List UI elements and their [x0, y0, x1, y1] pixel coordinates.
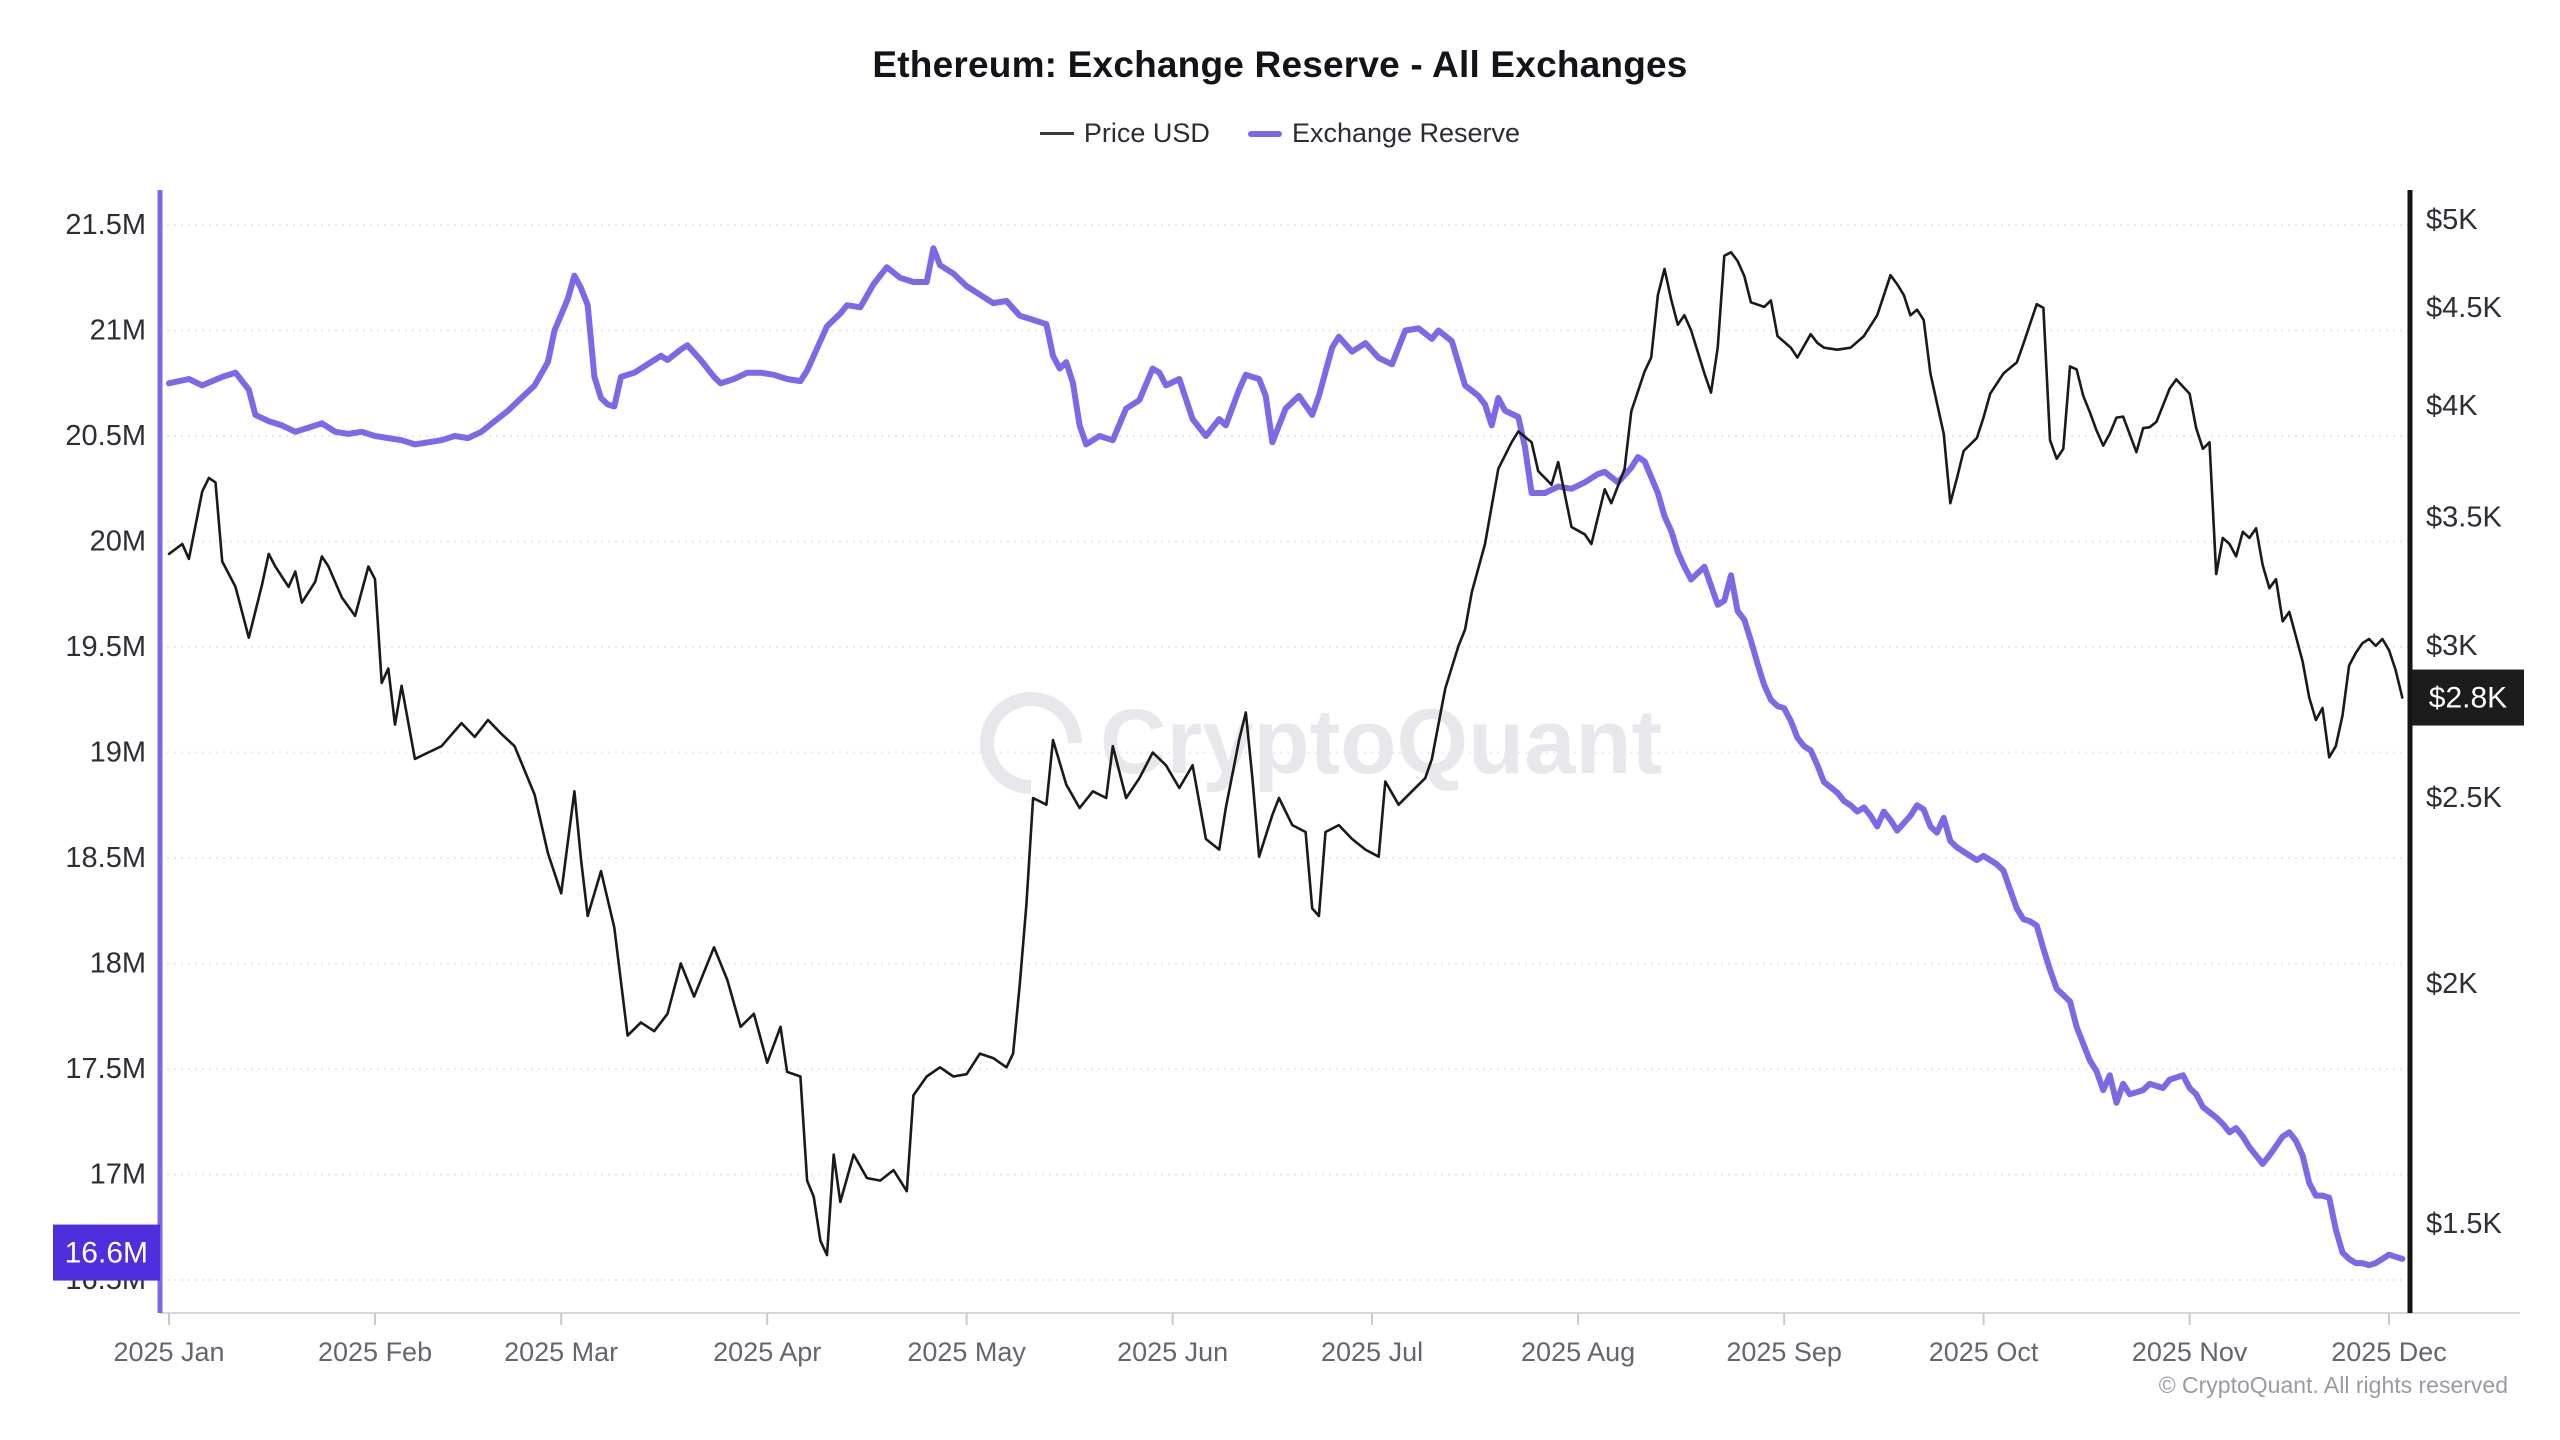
y-left-tick-label: 19M	[90, 737, 146, 769]
y-right-tick-label: $5K	[2426, 204, 2478, 236]
y-left-tick-label: 17M	[90, 1159, 146, 1191]
legend-label-price: Price USD	[1083, 118, 1210, 148]
legend-label-reserve: Exchange Reserve	[1291, 118, 1521, 148]
y-left-tick-label: 18M	[90, 948, 146, 980]
y-right-tick-label: $2.5K	[2426, 782, 2502, 814]
series-line-exchange-reserve[interactable]	[166, 245, 2406, 1269]
reserve-last-value-badge-label: 16.6M	[65, 1237, 148, 1270]
y-left-tick-label: 21.5M	[65, 209, 146, 241]
x-tick-label: 2025 Jun	[1117, 1337, 1228, 1367]
legend-item-reserve[interactable]: Exchange Reserve	[1247, 118, 1521, 149]
legend: Price USD Exchange Reserve	[0, 118, 2560, 149]
series-line-price-usd[interactable]	[167, 251, 2404, 1257]
y-left-tick-label: 20.5M	[65, 420, 146, 452]
y-left-tick-label: 19.5M	[65, 631, 146, 663]
x-tick-label: 2025 Oct	[1929, 1337, 2039, 1367]
y-left-tick-label: 20M	[90, 526, 146, 558]
price-last-value-badge-label: $2.8K	[2429, 682, 2507, 715]
x-tick-label: 2025 Apr	[713, 1337, 821, 1367]
x-tick-label: 2025 Jul	[1321, 1337, 1423, 1367]
x-tick-label: 2025 Mar	[504, 1337, 618, 1367]
y-left-tick-label: 21M	[90, 315, 146, 347]
reserve-line-swatch-icon	[1247, 130, 1282, 137]
y-left-tick-label: 17.5M	[65, 1053, 146, 1085]
x-tick-label: 2025 Dec	[2331, 1337, 2447, 1367]
price-last-value-badge	[2412, 669, 2524, 726]
x-tick-label: 2025 Nov	[2132, 1337, 2248, 1367]
y-right-tick-label: $4.5K	[2426, 292, 2502, 324]
y-right-tick-label: $4K	[2426, 390, 2478, 422]
x-tick-label: 2025 Feb	[318, 1337, 432, 1367]
x-tick-label: 2025 Sep	[1726, 1337, 1842, 1367]
price-line-swatch-icon	[1039, 132, 1074, 135]
x-tick-label: 2025 Aug	[1521, 1337, 1635, 1367]
x-tick-label: 2025 Jan	[113, 1337, 224, 1367]
x-tick-label: 2025 May	[907, 1337, 1026, 1367]
y-right-tick-label: $1.5K	[2426, 1208, 2502, 1240]
reserve-last-value-badge	[53, 1224, 160, 1281]
y-left-tick-label: 18.5M	[65, 842, 146, 874]
y-right-tick-label: $3K	[2426, 630, 2478, 662]
page-title: Ethereum: Exchange Reserve - All Exchang…	[872, 44, 1688, 85]
legend-item-price[interactable]: Price USD	[1039, 118, 1210, 149]
y-right-tick-label: $2K	[2426, 968, 2478, 1000]
copyright-note: © CryptoQuant. All rights reserved	[2158, 1372, 2508, 1398]
y-right-tick-label: $3.5K	[2426, 501, 2502, 533]
